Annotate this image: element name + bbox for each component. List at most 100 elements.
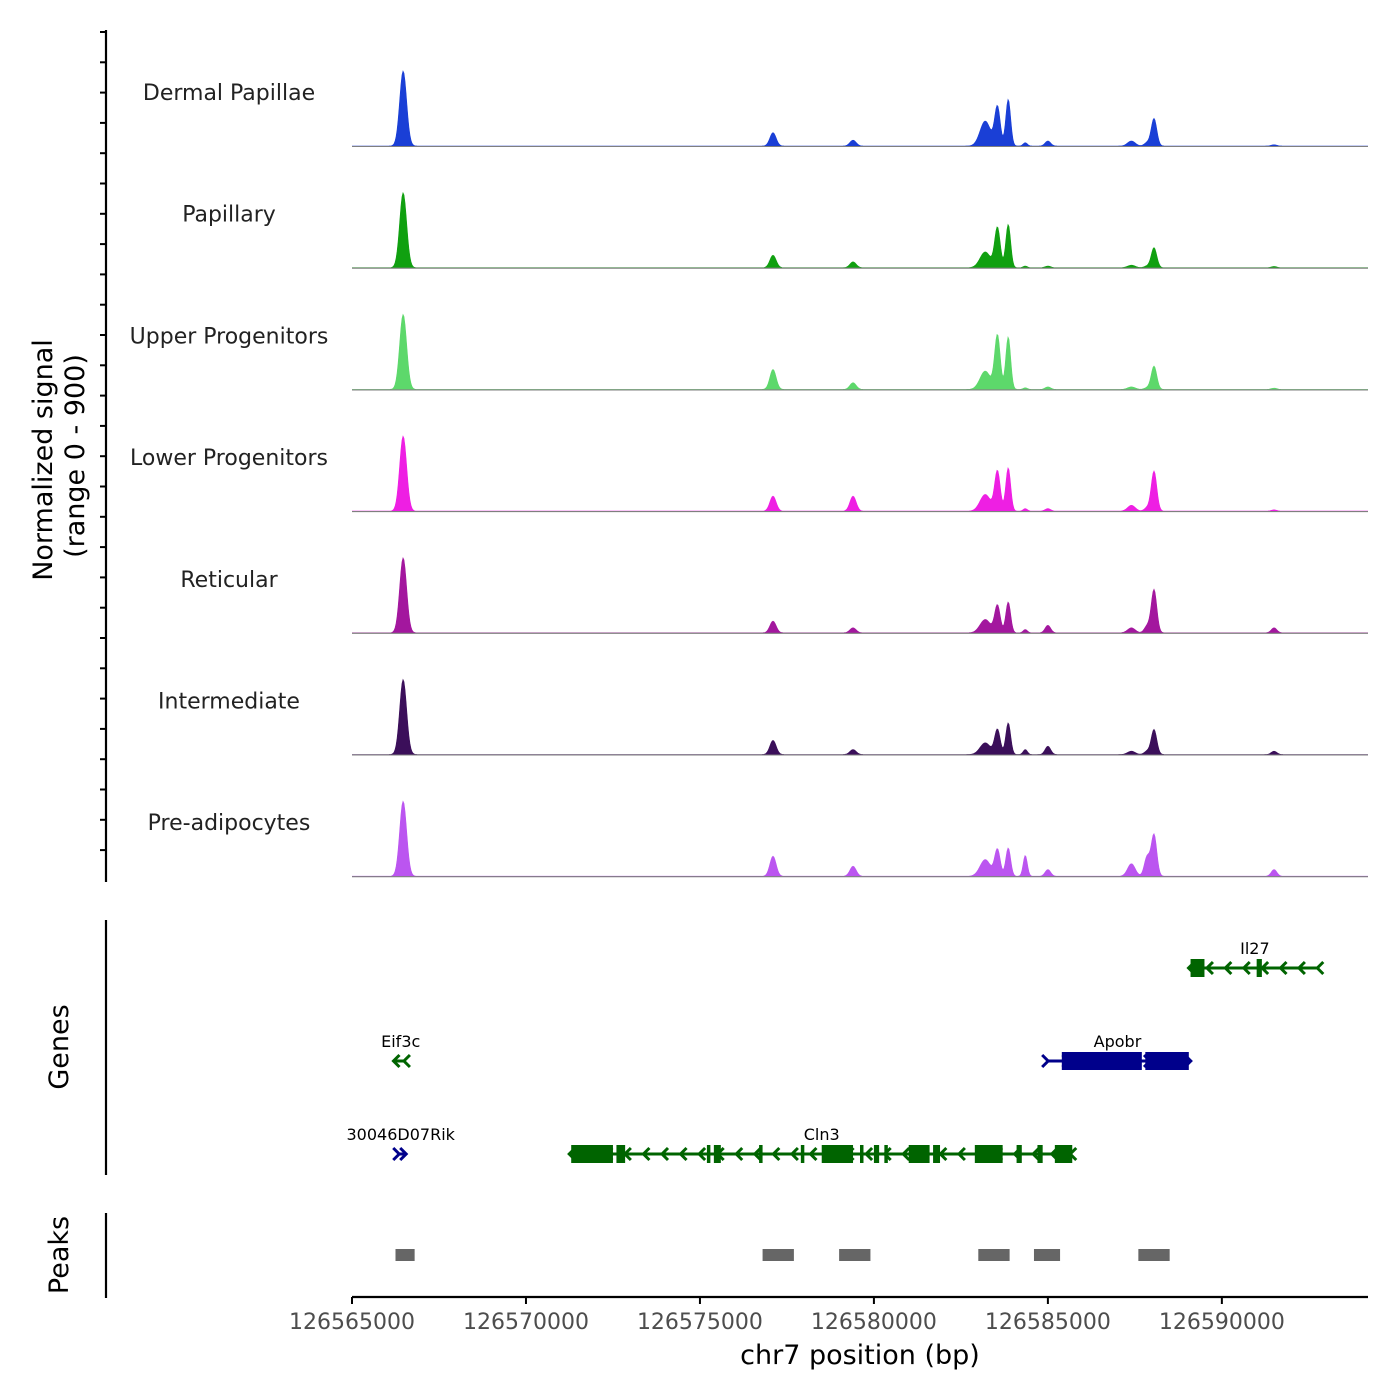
strand-chevron [678,1146,688,1162]
strand-chevron [1041,1053,1051,1069]
track-reticular: Reticular [180,556,1368,634]
gene-exon [884,1145,888,1163]
gene-il27: Il27 [1186,939,1325,977]
gene-exon [616,1145,626,1163]
strand-chevron [752,1146,762,1162]
gene-label: Eif3c [381,1032,420,1051]
peak-regions [395,1249,1170,1261]
strand-chevron [641,1146,651,1162]
gene-exon [1061,1052,1142,1070]
x-tick-label: 126570000 [463,1310,589,1335]
strand-chevron [391,1053,401,1069]
track-papillary: Papillary [182,191,1368,269]
gene-exon [1016,1145,1022,1163]
gene-exon [860,1145,864,1163]
strand-chevron [938,1146,948,1162]
x-axis-ticks: 126565000 126570000 126575000 126580000 1265… [289,1297,1285,1335]
peaks-title: Peaks [44,1216,75,1294]
strand-chevron [1259,960,1270,976]
strand-chevron [696,1146,707,1162]
gene-exon [1054,1145,1073,1163]
x-tick-label: 126565000 [289,1310,415,1335]
track-label: Lower Progenitors [130,446,328,471]
signal-area [352,313,1368,390]
signal-y-ticks [100,31,106,852]
gene-label: Il27 [1240,939,1270,958]
gene-eif3c: Eif3c [381,1032,420,1069]
peak-region [762,1249,794,1261]
strand-chevron [401,1053,411,1069]
track-upper-progenitors: Upper Progenitors [130,313,1368,391]
y-axis-title-line2: (range 0 - 900) [60,354,91,558]
track-label: Pre-adipocytes [148,811,311,836]
strand-chevron [956,1146,966,1162]
gene-exon [1190,959,1205,977]
signal-tracks: Dermal Papillae Papillary Upper Progenitor… [130,70,1368,878]
track-intermediate: Intermediate [158,678,1368,756]
track-dermal-papillae: Dermal Papillae [143,70,1368,148]
strand-chevron [1278,960,1288,976]
signal-area [352,678,1368,755]
peak-region [395,1249,415,1261]
track-label: Reticular [180,568,278,593]
peak-region [1033,1249,1061,1261]
gene-exon [1256,959,1262,977]
strand-chevron [901,1146,911,1162]
gene-annotations: Il27 Eif3c Apobr 30046D07Rik Cln3 [347,939,1325,1163]
strand-chevron [863,1146,874,1162]
x-tick-label: 126590000 [1159,1310,1285,1335]
strand-chevron [734,1146,744,1162]
gene-label: Apobr [1094,1032,1142,1051]
y-axis-title-line1: Normalized signal [28,339,59,581]
strand-chevron [771,1146,781,1162]
gene-30046d07rik: 30046D07Rik [347,1125,456,1162]
track-lower-progenitors: Lower Progenitors [130,435,1368,513]
signal-area [352,191,1368,268]
track-label: Intermediate [158,690,300,715]
gene-exon [933,1145,941,1163]
gene-exon [1145,1052,1189,1070]
gene-exon [908,1145,930,1163]
track-pre-adipocytes: Pre-adipocytes [148,800,1368,878]
gene-exon [713,1145,721,1163]
strand-chevron [392,1146,402,1162]
track-label: Dermal Papillae [143,81,315,106]
gene-exon [800,1145,805,1163]
strand-chevron [1204,960,1214,976]
gene-exon [974,1145,1003,1163]
gene-label: 30046D07Rik [347,1125,456,1144]
strand-chevron [808,1146,818,1162]
strand-chevron [789,1146,799,1162]
signal-area [352,70,1368,147]
signal-area [352,800,1368,877]
x-tick-label: 126575000 [637,1310,763,1335]
strand-chevron [1223,960,1233,976]
gene-label: Cln3 [804,1125,840,1144]
peak-region [1138,1249,1170,1261]
strand-chevron [1296,960,1306,976]
strand-chevron [659,1146,670,1162]
track-label: Papillary [182,203,276,228]
signal-area [352,556,1368,634]
gene-exon [571,1145,613,1163]
strand-chevron [399,1146,409,1162]
gene-cln3: Cln3 [567,1125,1078,1163]
signal-area [352,435,1368,512]
x-tick-label: 126585000 [985,1310,1111,1335]
strand-chevron [1031,1146,1041,1162]
strand-chevron [1241,960,1251,976]
peak-region [978,1249,1010,1261]
gene-exon [759,1145,763,1163]
gene-exon [873,1145,880,1163]
x-axis-title: chr7 position (bp) [740,1340,980,1371]
strand-chevron [1315,960,1325,976]
gene-exon [821,1145,854,1163]
gene-exon [706,1145,711,1163]
gene-exon [1037,1145,1043,1163]
x-tick-label: 126580000 [811,1310,937,1335]
genes-title: Genes [44,1004,75,1089]
peak-region [839,1249,871,1261]
track-label: Upper Progenitors [130,324,329,349]
gene-apobr: Apobr [1041,1032,1193,1070]
